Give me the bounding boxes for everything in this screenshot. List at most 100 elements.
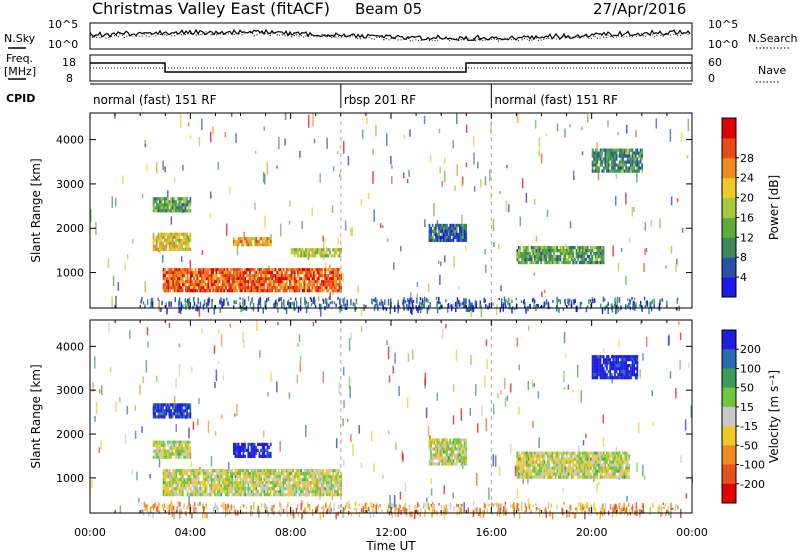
speckle-pixel [439, 274, 441, 285]
ground-noise-pixel [397, 512, 399, 517]
echo-pixel [433, 441, 436, 445]
echo-pixel [169, 271, 171, 275]
echo-pixel [559, 249, 562, 253]
echo-pixel [249, 454, 251, 458]
speckle-pixel [595, 507, 597, 514]
ground-noise-pixel [147, 510, 150, 517]
echo-pixel [186, 280, 189, 284]
ground-noise-pixel [281, 301, 283, 308]
echo-pixel [247, 451, 250, 455]
echo-pixel [257, 277, 259, 281]
echo-pixel [550, 252, 552, 256]
echo-pixel [159, 235, 161, 239]
echo-pixel [252, 493, 254, 497]
echo-pixel [266, 286, 269, 290]
echo-pixel [186, 244, 188, 248]
echo-pixel [263, 240, 266, 244]
echo-pixel [596, 258, 599, 262]
echo-pixel [282, 478, 285, 482]
echo-pixel [313, 472, 315, 476]
echo-pixel [260, 271, 262, 275]
echo-pixel [580, 258, 583, 262]
speckle-pixel [433, 203, 435, 216]
echo-pixel [228, 481, 230, 485]
ground-noise-pixel [543, 508, 546, 513]
echo-pixel [261, 286, 264, 290]
echo-pixel [534, 463, 536, 467]
echo-pixel [290, 487, 293, 491]
echo-pixel [234, 448, 237, 452]
echo-pixel [260, 475, 262, 479]
speckle-pixel [533, 383, 535, 387]
echo-pixel [322, 481, 325, 485]
speckle-pixel [516, 488, 519, 499]
echo-pixel [205, 286, 208, 290]
ground-noise-pixel [417, 501, 419, 508]
echo-pixel [183, 472, 186, 476]
echo-pixel [519, 454, 522, 458]
ground-noise-pixel [590, 504, 592, 510]
echo-pixel [324, 475, 326, 479]
echo-pixel [293, 475, 296, 479]
echo-pixel [447, 229, 450, 233]
echo-pixel [306, 469, 309, 473]
echo-pixel [273, 487, 275, 491]
echo-pixel [566, 261, 568, 265]
echo-pixel [189, 268, 192, 272]
echo-pixel [435, 462, 437, 466]
echo-pixel [159, 203, 161, 207]
ground-noise-pixel [384, 299, 386, 306]
echo-pixel [634, 151, 637, 155]
echo-pixel [241, 240, 243, 244]
echo-pixel [438, 235, 440, 239]
echo-pixel [325, 490, 328, 494]
echo-pixel [537, 469, 539, 473]
ground-noise-pixel [411, 511, 413, 517]
ground-noise-pixel [199, 501, 201, 506]
echo-pixel [599, 160, 602, 164]
echo-pixel [330, 286, 333, 290]
echo-pixel [202, 280, 205, 284]
echo-pixel [321, 478, 323, 482]
ground-noise-pixel [309, 505, 311, 512]
echo-pixel [239, 487, 242, 491]
ground-noise-pixel [416, 507, 418, 512]
ground-noise-pixel [631, 297, 633, 300]
echo-pixel [181, 241, 184, 245]
echo-pixel [295, 481, 298, 485]
speckle-pixel [100, 440, 102, 450]
echo-pixel [289, 484, 291, 488]
echo-pixel [162, 241, 164, 245]
echo-pixel [292, 248, 294, 252]
echo-pixel [551, 457, 554, 461]
echo-pixel [465, 450, 468, 454]
echo-pixel [577, 252, 579, 256]
echo-pixel [519, 466, 522, 470]
ground-noise-pixel [177, 503, 180, 508]
ground-noise-pixel [564, 302, 567, 306]
speckle-pixel [390, 155, 392, 165]
echo-pixel [244, 493, 246, 497]
echo-pixel [599, 249, 602, 253]
echo-pixel [163, 200, 166, 204]
speckle-pixel [615, 173, 618, 180]
ground-noise-pixel [496, 510, 498, 514]
ground-noise-pixel [228, 510, 231, 514]
echo-pixel [210, 274, 213, 278]
echo-pixel [220, 493, 222, 497]
ground-noise-pixel [515, 298, 517, 301]
echo-pixel [554, 463, 557, 467]
ground-noise-pixel [537, 303, 539, 309]
echo-pixel [201, 493, 203, 497]
echo-pixel [314, 475, 317, 479]
ground-noise-pixel [291, 302, 294, 306]
echo-pixel [210, 286, 213, 290]
echo-pixel [209, 274, 211, 278]
echo-pixel [168, 238, 171, 242]
ground-noise-pixel [567, 510, 569, 514]
ground-noise-pixel [657, 507, 659, 514]
echo-pixel [162, 274, 165, 278]
speckle-pixel [179, 510, 181, 519]
speckle-pixel [305, 424, 307, 437]
echo-pixel [180, 478, 182, 482]
